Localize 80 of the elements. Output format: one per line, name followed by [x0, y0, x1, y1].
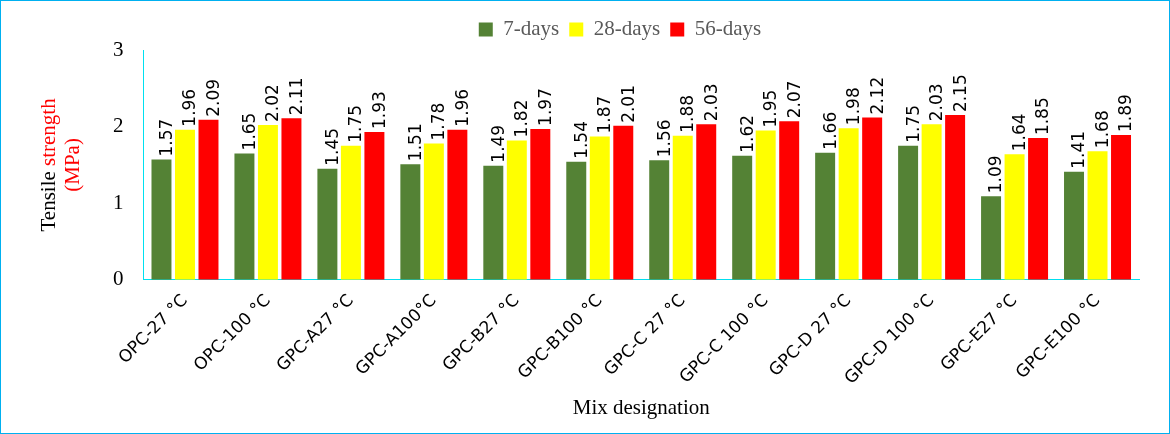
data-label: 1.98	[843, 87, 864, 126]
data-label: 2.09	[202, 78, 223, 117]
data-label: 2.02	[262, 84, 283, 123]
data-label: 1.88	[677, 94, 698, 133]
bar	[1028, 138, 1049, 280]
bar	[151, 159, 172, 280]
bar	[257, 125, 278, 280]
bar	[447, 129, 468, 280]
x-axis-title: Mix designation	[572, 394, 711, 419]
data-label: 1.68	[1091, 110, 1112, 149]
bar	[696, 124, 717, 280]
bar	[838, 128, 859, 280]
bar	[234, 153, 255, 280]
bar	[566, 161, 587, 280]
legend-label: 7-days	[503, 16, 560, 41]
data-label: 1.85	[1032, 97, 1053, 136]
data-label: 1.41	[1068, 130, 1089, 169]
data-label: 1.89	[1115, 94, 1136, 133]
bar	[364, 131, 385, 280]
bar	[862, 117, 883, 280]
data-label: 1.65	[238, 112, 259, 151]
y-tick-label: 1	[113, 189, 124, 214]
data-label: 2.15	[949, 74, 970, 113]
data-label: 1.82	[511, 99, 532, 138]
data-label: 2.11	[285, 77, 306, 116]
bar	[1064, 171, 1085, 280]
data-label: 1.64	[1008, 113, 1029, 152]
bar	[981, 196, 1002, 280]
bar	[317, 168, 338, 280]
bar	[945, 115, 966, 280]
legend-label: 28-days	[593, 16, 661, 41]
bar	[649, 160, 670, 280]
data-label: 1.49	[487, 124, 508, 163]
data-label: 1.96	[179, 88, 200, 127]
bar	[340, 145, 361, 280]
bar	[755, 130, 776, 280]
data-label: 1.87	[594, 95, 615, 134]
data-label: 2.12	[866, 76, 887, 115]
bar	[921, 124, 942, 280]
bar	[174, 129, 195, 280]
bar	[732, 155, 753, 280]
legend-label: 56-days	[694, 16, 762, 41]
data-label: 2.07	[783, 80, 804, 119]
data-label: 2.01	[617, 84, 638, 123]
data-label: 1.56	[653, 119, 674, 158]
data-label: 1.78	[428, 102, 449, 141]
bar	[1087, 151, 1108, 280]
bar	[530, 128, 551, 280]
bar	[1111, 135, 1132, 280]
bar	[815, 152, 836, 280]
bar	[1004, 154, 1025, 280]
data-label: 1.09	[985, 155, 1006, 194]
data-label: 2.03	[700, 83, 721, 122]
bar	[198, 119, 219, 280]
bar	[423, 143, 444, 280]
data-label: 1.62	[736, 114, 757, 153]
data-label: 1.66	[819, 111, 840, 150]
data-label: 1.51	[404, 123, 425, 162]
y-tick-label: 3	[113, 36, 124, 61]
bar	[483, 165, 504, 280]
data-label: 1.54	[570, 120, 591, 159]
data-label: 2.03	[926, 83, 947, 122]
data-label: 1.57	[155, 118, 176, 157]
data-label: 1.45	[321, 127, 342, 166]
y-tick-label: 0	[113, 266, 124, 291]
bar	[281, 118, 302, 280]
data-label: 1.95	[760, 89, 781, 128]
bar	[898, 145, 919, 280]
bar	[589, 136, 610, 280]
bar	[400, 164, 421, 280]
bar	[506, 140, 527, 280]
bar	[672, 135, 693, 280]
y-tick-label: 2	[113, 113, 124, 138]
bar	[779, 121, 800, 280]
data-label: 1.75	[345, 104, 366, 143]
data-label: 1.93	[368, 91, 389, 129]
data-label: 1.96	[451, 88, 472, 127]
bar	[613, 125, 634, 280]
data-label: 1.97	[534, 88, 555, 126]
data-label: 1.75	[902, 104, 923, 143]
